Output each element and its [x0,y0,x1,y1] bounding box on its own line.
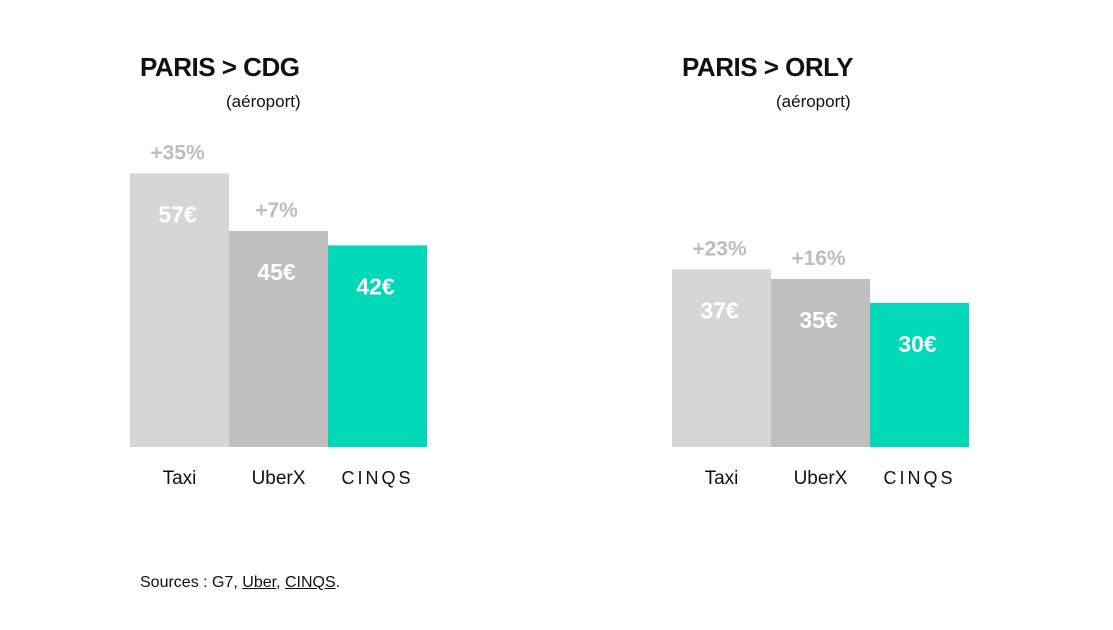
category-label: UberX [252,468,306,489]
bar-uberx [771,279,870,447]
chart-title: PARIS > CDG [140,52,300,82]
bar-value-label: 45€ [257,259,296,285]
category-label: UberX [794,468,848,489]
chart-title: PARIS > ORLY [682,52,854,82]
bar-cinqs [328,245,427,447]
sources-note: Sources : G7, Uber, CINQS. [140,574,340,592]
bar-value-label: 35€ [799,307,838,333]
chart-paris-cdg: PARIS > CDG (aéroport) 57€ +35% Taxi 45€ +7%… [120,0,580,500]
chart-paris-orly: PARIS > ORLY (aéroport) 37€ +23% Taxi 35€ +1… [662,0,1113,500]
sources-prefix: Sources : G7, [140,574,243,591]
bar-value-label: 42€ [356,273,395,299]
cinqs-link[interactable]: CINQS [284,574,336,591]
uber-link[interactable]: Uber [242,574,277,591]
bar-taxi [130,173,229,447]
bar-uberx [229,231,328,447]
percent-diff-label: +16% [791,247,846,270]
sources-suffix: . [335,574,341,591]
category-label: CINQS [883,468,955,488]
chart-subtitle: (aéroport) [226,92,301,111]
bar-value-label: 57€ [158,201,197,227]
sources-separator: , [276,574,285,591]
category-label: Taxi [705,468,739,489]
category-label: CINQS [341,468,413,488]
percent-diff-label: +35% [150,141,205,164]
bar-plot: 37€ +23% Taxi 35€ +16% UberX 30€ CINQS [672,237,969,489]
category-label: Taxi [163,468,197,489]
chart-subtitle: (aéroport) [776,92,851,111]
bar-value-label: 37€ [700,297,739,323]
percent-diff-label: +23% [692,237,747,260]
bar-value-label: 30€ [898,331,937,357]
bar-plot: 57€ +35% Taxi 45€ +7% UberX 42€ CINQS [130,141,427,489]
percent-diff-label: +7% [255,199,298,222]
bar-taxi [672,269,771,447]
bar-cinqs [870,303,969,447]
